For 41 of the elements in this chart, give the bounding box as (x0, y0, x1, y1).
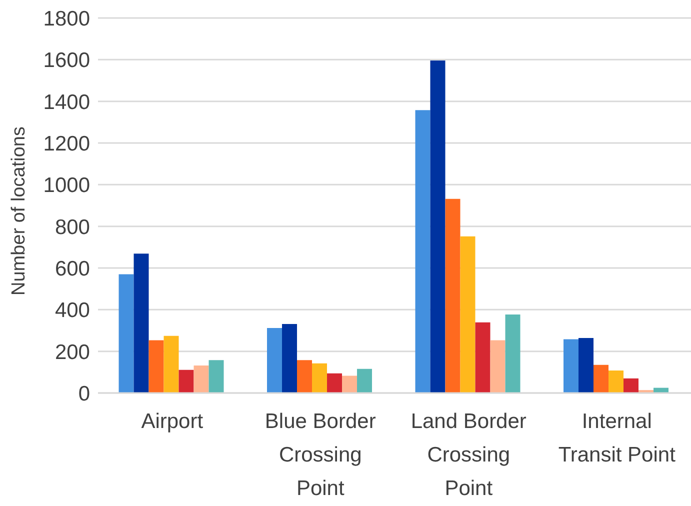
y-tick-label: 1800 (43, 7, 90, 30)
bar (475, 322, 490, 393)
bar (594, 364, 609, 393)
bar (505, 314, 520, 393)
y-tick-label: 1000 (43, 174, 90, 198)
bar (118, 274, 134, 393)
bar (312, 363, 328, 393)
y-tick-label: 1400 (43, 90, 90, 114)
bar (415, 110, 430, 393)
y-tick-label: 600 (54, 257, 90, 280)
bar (134, 254, 149, 393)
bar (564, 339, 579, 393)
x-tick-label: Internal Transit Point (558, 410, 676, 466)
bar (282, 324, 298, 393)
y-tick-label: 200 (54, 340, 90, 364)
y-axis-title: Number of locations (8, 126, 30, 296)
bar (164, 336, 179, 393)
bar (267, 328, 282, 393)
y-tick-label: 800 (54, 216, 90, 239)
x-tick-label: Land Border Crossing Point (410, 410, 526, 500)
x-tick-label: Blue Border Crossing Point (264, 410, 376, 500)
bar (297, 360, 312, 393)
bar (357, 368, 372, 393)
bar (445, 198, 460, 393)
bar (430, 60, 446, 393)
bar (208, 360, 224, 393)
bar (327, 373, 342, 393)
y-tick-label: 1200 (43, 132, 90, 156)
bar (178, 370, 194, 393)
bar (148, 340, 164, 393)
bar (608, 370, 624, 393)
y-tick-label: 1600 (43, 49, 90, 72)
bar (624, 378, 639, 393)
bar (490, 340, 506, 393)
bar (194, 366, 209, 393)
x-tick-label: Airport (141, 410, 204, 433)
bar (460, 236, 476, 393)
bar (578, 338, 594, 393)
y-tick-label: 400 (54, 299, 90, 322)
bar (342, 376, 358, 393)
y-tick-label: 0 (78, 382, 90, 406)
